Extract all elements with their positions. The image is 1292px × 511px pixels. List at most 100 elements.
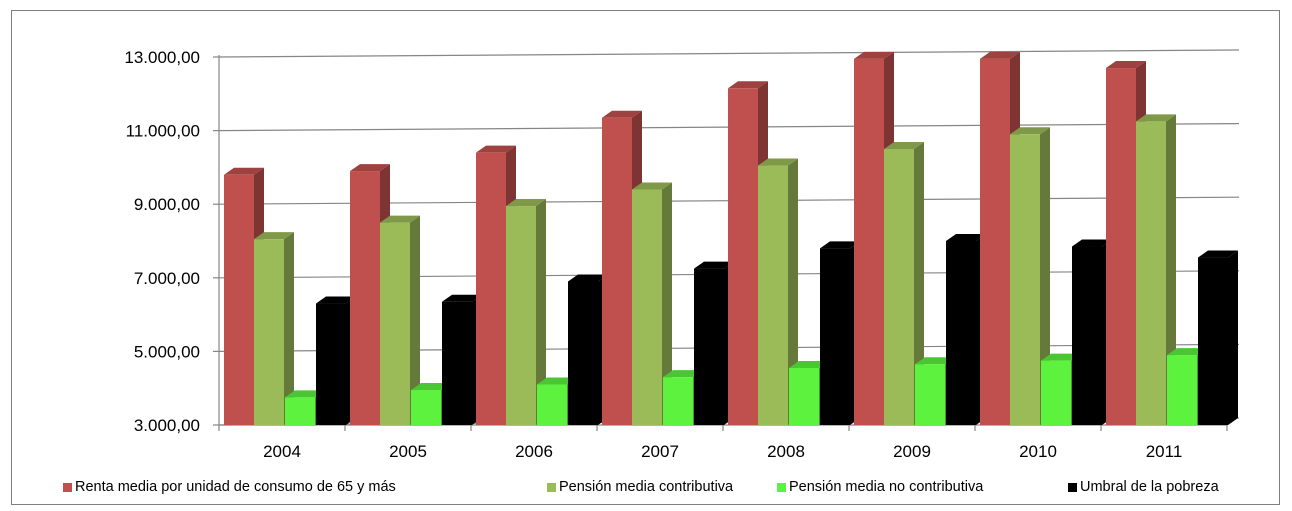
bar-top <box>1072 239 1112 247</box>
legend-swatch <box>63 482 72 492</box>
bar-front <box>1106 68 1136 425</box>
bar-front <box>1010 134 1040 425</box>
x-tick-label: 2006 <box>515 442 553 461</box>
bar-top <box>728 81 768 89</box>
bar-top <box>350 164 390 172</box>
bar-top <box>980 51 1020 59</box>
bar-side <box>662 182 672 425</box>
bar <box>254 232 294 425</box>
bar-front <box>789 367 819 425</box>
x-tick-label: 2010 <box>1019 442 1057 461</box>
bar-side <box>410 215 420 425</box>
bar-top <box>224 167 264 175</box>
x-tick-label: 2005 <box>389 442 427 461</box>
bar-front <box>854 58 884 426</box>
bar-top <box>1136 114 1176 122</box>
bar-front <box>884 149 914 425</box>
bar-top <box>1010 127 1050 135</box>
bar <box>224 167 264 425</box>
bar-front <box>254 239 284 425</box>
bar <box>1136 114 1176 426</box>
bar-front <box>316 303 346 425</box>
bar-front <box>568 281 598 425</box>
bar <box>820 241 860 425</box>
bar-top <box>884 142 924 149</box>
gridline <box>218 49 1238 58</box>
bar-top <box>663 370 703 378</box>
bar-top <box>694 261 734 269</box>
bar-top <box>789 360 829 368</box>
y-tick-label: 7.000,00 <box>134 269 200 288</box>
legend-label: Pensión media contributiva <box>559 479 734 495</box>
bar-top <box>1198 250 1238 258</box>
bar-top <box>380 215 420 223</box>
bar-chart: 3.000,00 5.000,00 7.000,00 9.000,00 11.000,0… <box>124 48 1239 461</box>
bar <box>884 142 924 425</box>
bar-front <box>1198 257 1228 425</box>
bar-front <box>537 384 567 425</box>
legend-label: Pensión media no contributiva <box>789 479 984 495</box>
bar <box>632 182 672 425</box>
bar-front <box>946 241 976 425</box>
bar-top <box>506 199 546 207</box>
bar-front <box>820 248 850 425</box>
bar-side <box>1166 114 1176 426</box>
bar-side <box>1040 127 1050 425</box>
bar-front <box>728 88 758 425</box>
bar-front <box>224 174 254 425</box>
bar-top <box>1167 348 1207 356</box>
y-tick-label: 11.000,00 <box>126 122 200 141</box>
bar-front <box>1072 246 1102 425</box>
x-tick-label: 2009 <box>893 442 931 461</box>
bar-front <box>980 58 1010 426</box>
bar <box>758 158 798 425</box>
bar-top <box>1041 353 1081 361</box>
bar-top <box>442 294 482 302</box>
bar-side <box>284 232 294 425</box>
legend: Renta media por unidad de consumo de 65 … <box>63 479 1292 503</box>
bar-side <box>914 142 924 425</box>
bar-front <box>442 301 472 425</box>
bar-top <box>632 182 672 190</box>
bar-front <box>506 206 536 425</box>
y-tick-label: 13.000,00 <box>124 48 200 67</box>
bars <box>224 51 1238 426</box>
legend-item: Pensión media contributiva <box>547 479 733 495</box>
bar-side <box>1228 250 1238 425</box>
bar <box>1198 250 1238 425</box>
y-tick-label: 9.000,00 <box>134 195 200 214</box>
bar-front <box>1136 121 1166 426</box>
bar-front <box>350 171 380 425</box>
legend-swatch <box>547 482 556 492</box>
bar-front <box>285 397 315 425</box>
bar-top <box>476 145 516 153</box>
bar-front <box>663 377 693 425</box>
legend-item: Pensión media no contributiva <box>777 479 983 495</box>
bar-top <box>820 241 860 249</box>
y-tick-label: 3.000,00 <box>134 416 200 435</box>
x-tick-label: 2008 <box>767 442 805 461</box>
bar-top <box>254 232 294 240</box>
bar-front <box>476 152 506 425</box>
bar-front <box>602 117 632 425</box>
x-tick-label: 2011 <box>1146 442 1183 461</box>
bar <box>380 215 420 425</box>
tick-labels: 3.000,00 5.000,00 7.000,00 9.000,00 11.000,0… <box>124 48 1182 461</box>
bar-front <box>411 390 441 425</box>
bar-top <box>602 110 642 118</box>
legend-swatch <box>777 482 786 492</box>
bar-front <box>632 189 662 425</box>
bar-top <box>568 274 608 282</box>
legend-item: Renta media por unidad de consumo de 65 … <box>63 479 396 495</box>
y-tick-label: 5.000,00 <box>134 342 200 361</box>
bar-top <box>1106 61 1146 69</box>
legend-label: Umbral de la pobreza <box>1080 479 1219 495</box>
bar-top <box>411 383 451 391</box>
bar-top <box>758 158 798 166</box>
bar <box>442 294 482 425</box>
bar-top <box>285 390 325 398</box>
bar <box>506 199 546 425</box>
bar-top <box>537 377 577 385</box>
legend-item: Umbral de la pobreza <box>1068 479 1219 495</box>
bar-side <box>788 158 798 425</box>
